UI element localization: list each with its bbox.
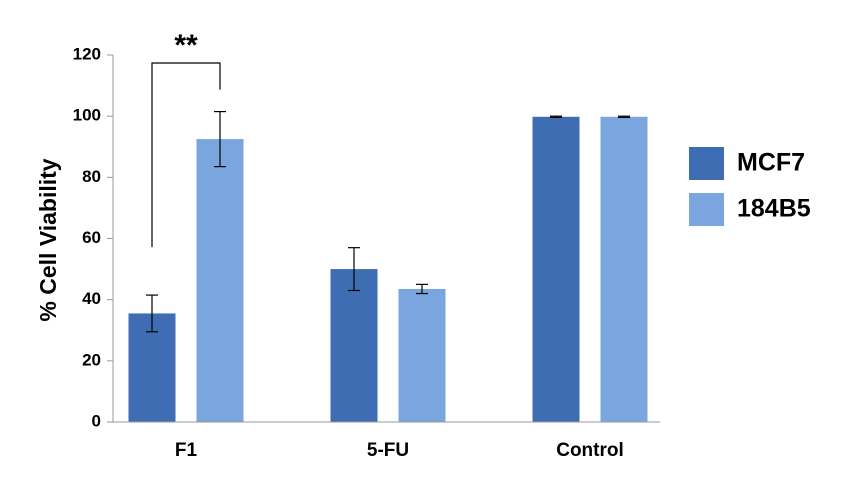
- y-tick-label: 40: [82, 289, 101, 308]
- y-axis: 0 20 40 60 80 100 120: [73, 44, 114, 430]
- error-bars: [146, 110, 630, 333]
- bar-184b5-f1: [196, 139, 244, 422]
- x-tick-label: Control: [556, 440, 624, 461]
- x-tick-label: 5-FU: [367, 440, 409, 461]
- bar-184b5-control: [600, 116, 648, 423]
- y-tick-label: 120: [73, 44, 101, 63]
- significance-stars: **: [174, 29, 198, 62]
- legend: MCF7 184B5: [689, 147, 811, 226]
- y-tick-label: 100: [73, 106, 101, 125]
- x-tick-label: F1: [175, 440, 198, 461]
- legend-label-mcf7: MCF7: [737, 149, 805, 177]
- bar-mcf7-control: [532, 116, 580, 423]
- significance-bracket: [151, 62, 221, 248]
- legend-label-184b5: 184B5: [737, 195, 811, 223]
- bar-mcf7-5-fu: [330, 269, 378, 422]
- legend-swatch-mcf7: [689, 147, 724, 180]
- legend-swatch-184b5: [689, 193, 724, 226]
- y-tick-label: 20: [82, 350, 101, 369]
- significance-annotation: **: [151, 29, 221, 248]
- bars: [128, 116, 648, 423]
- y-tick-label: 0: [92, 411, 101, 430]
- y-tick-label: 60: [82, 228, 101, 247]
- y-tick-label: 80: [82, 167, 101, 186]
- x-axis: F1 5-FU Control: [113, 421, 660, 461]
- y-axis-title: % Cell Viability: [35, 158, 61, 321]
- bar-184b5-5-fu: [398, 288, 446, 422]
